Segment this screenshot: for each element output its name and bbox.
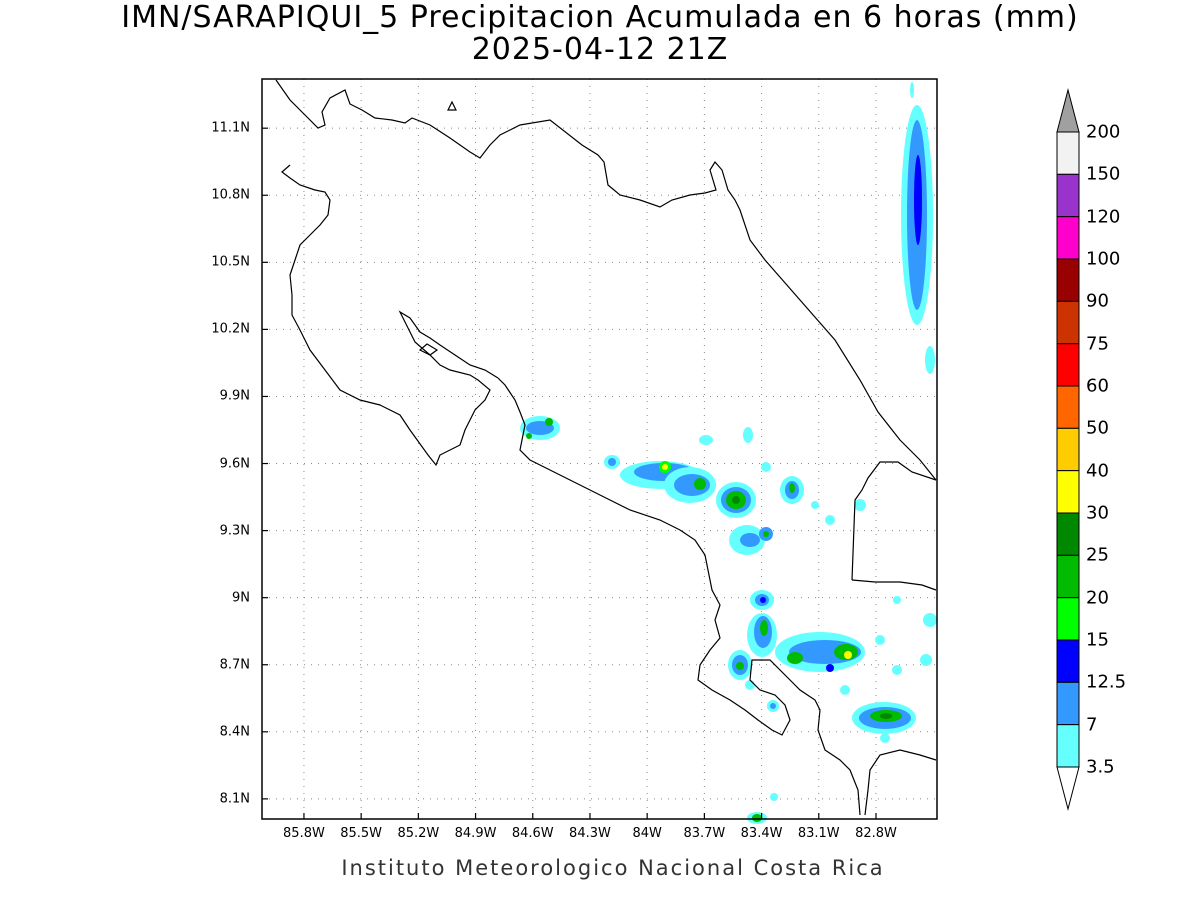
lon-tick-label: 83.7W [683,826,726,841]
lat-tick-label: 9.9N [219,388,250,404]
colorbar-bottom-arrow [1056,766,1080,811]
lat-tick-label: 11.1N [211,120,250,136]
colorbar-swatch [1056,639,1080,683]
colorbar-top-arrow [1056,88,1080,133]
lon-tick-label: 84.9W [454,826,497,841]
colorbar-swatch [1056,258,1080,302]
colorbar-label: 12.5 [1086,671,1127,693]
lon-tick-label: 83.4W [740,826,783,841]
colorbar-label: 25 [1086,544,1109,566]
island-nicoya [418,343,439,356]
colorbar-swatch [1056,470,1080,514]
lat-tick-label: 9N [232,590,250,606]
lon-tick-label: 83.1W [797,826,840,841]
colorbar-label: 75 [1086,333,1109,355]
lat-tick-label: 10.5N [211,254,250,270]
lat-tick-label: 8.1N [219,791,250,807]
lon-tick-label: 84.6W [511,826,554,841]
colorbar-swatch [1056,385,1080,429]
colorbar-swatch [1056,216,1080,260]
lake-island [447,100,457,111]
colorbar-swatch [1056,597,1080,641]
map-gridlines [262,79,937,819]
lat-tick-label: 9.6N [219,456,250,472]
colorbar-label: 120 [1086,206,1121,228]
colorbar-swatch [1056,173,1080,218]
map-title: IMN/SARAPIQUI_5 Precipitacion Acumulada … [121,0,1079,35]
colorbar-swatch [1056,512,1080,556]
colorbar [1056,88,1080,811]
precipitation-field [520,82,937,824]
colorbar-label: 100 [1086,248,1121,270]
axis-ticks [262,127,877,819]
precip-cell-south-1 [728,590,779,712]
map-subtitle-datetime: 2025-04-12 21Z [471,32,729,67]
colorbar-swatch [1056,724,1080,768]
lat-tick-label: 8.7N [219,657,250,673]
border-panama [851,461,937,581]
colorbar-label: 40 [1086,460,1109,482]
coastlines [275,79,937,816]
colorbar-label: 15 [1086,629,1109,651]
precip-cell-south-3 [747,702,916,824]
lon-tick-label: 82.8W [855,826,897,841]
lat-tick-label: 9.3N [219,523,250,539]
map-frame [261,78,938,820]
lon-tick-label: 85.5W [340,826,383,841]
colorbar-label: 90 [1086,290,1109,312]
colorbar-label: 150 [1086,163,1121,185]
colorbar-swatch [1056,300,1080,345]
precip-cell-central-3 [716,462,866,555]
colorbar-label: 60 [1086,375,1109,397]
colorbar-label: 50 [1086,417,1109,439]
coastline-pacific-central [497,377,861,816]
precip-cell-central-2 [604,427,753,503]
colorbar-label: 30 [1086,502,1109,524]
colorbar-swatch [1056,554,1080,599]
institution-credit: Instituto Meteorologico Nacional Costa R… [341,856,885,880]
coastline-panama-south [864,749,937,816]
precip-cell-offshore-ne [901,82,935,374]
coastline-caribbean-lower [851,579,937,591]
lon-tick-label: 84.3W [569,826,611,841]
precip-cell-central-1 [520,416,560,440]
precip-cell-south-2 [775,596,937,695]
coastline-nicoya [281,164,499,467]
lat-tick-label: 8.4N [219,724,250,740]
colorbar-swatch [1056,131,1080,175]
colorbar-label: 20 [1086,587,1109,609]
colorbar-label: 3.5 [1086,756,1115,778]
colorbar-label: 7 [1086,714,1098,736]
lat-tick-label: 10.2N [211,321,250,337]
lat-tick-label: 10.8N [211,187,250,203]
colorbar-label: 200 [1086,121,1121,143]
lon-tick-label: 85.8W [283,826,325,841]
lon-tick-label: 85.2W [397,826,440,841]
lon-tick-label: 84W [632,826,662,841]
colorbar-swatch [1056,681,1080,726]
colorbar-swatch [1056,427,1080,472]
colorbar-swatch [1056,343,1080,387]
coastline-pacific-north [275,79,937,481]
